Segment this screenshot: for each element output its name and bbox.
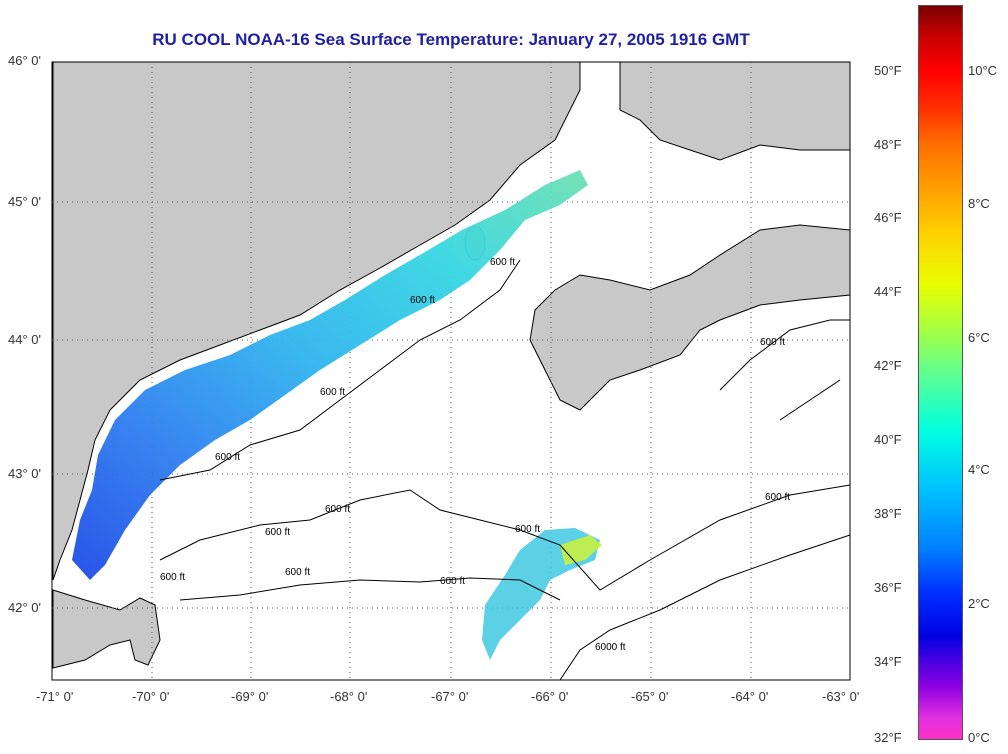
contour-label: 600 ft bbox=[265, 527, 290, 538]
fahrenheit-label: 46°F bbox=[874, 210, 902, 225]
sst-map: 600 ft 600 ft 600 ft 600 ft 600 ft 600 f… bbox=[51, 61, 851, 681]
color-scale-bar bbox=[918, 5, 963, 740]
lat-label: 42° 0' bbox=[8, 600, 41, 615]
contour-labels: 600 ft 600 ft 600 ft 600 ft 600 ft 600 f… bbox=[160, 257, 790, 653]
lon-label: -64° 0' bbox=[731, 689, 769, 704]
celsius-label: 4°C bbox=[968, 462, 990, 477]
map-title: RU COOL NOAA-16 Sea Surface Temperature:… bbox=[152, 30, 750, 49]
contour-label: 600 ft bbox=[325, 504, 350, 515]
fahrenheit-label: 44°F bbox=[874, 284, 902, 299]
contour-label: 600 ft bbox=[320, 387, 345, 398]
lat-label: 45° 0' bbox=[8, 194, 41, 209]
lon-label: -68° 0' bbox=[330, 689, 368, 704]
depth-contours bbox=[159, 259, 851, 681]
fahrenheit-label: 40°F bbox=[874, 432, 902, 447]
lon-label: -67° 0' bbox=[431, 689, 469, 704]
contour-label: 600 ft bbox=[760, 337, 785, 348]
sst-coastal-band bbox=[72, 170, 588, 580]
fahrenheit-label: 34°F bbox=[874, 654, 902, 669]
lon-label: -66° 0' bbox=[531, 689, 569, 704]
lat-label: 46° 0' bbox=[8, 53, 41, 68]
contour-label: 600 ft bbox=[160, 572, 185, 583]
lon-label: -65° 0' bbox=[631, 689, 669, 704]
fahrenheit-label: 48°F bbox=[874, 137, 902, 152]
lon-label: -70° 0' bbox=[132, 689, 170, 704]
lon-label: -63° 0' bbox=[822, 689, 860, 704]
contour-label: 600 ft bbox=[515, 524, 540, 535]
contour-label: 600 ft bbox=[765, 492, 790, 503]
land-nova-scotia bbox=[529, 224, 851, 411]
fahrenheit-label: 32°F bbox=[874, 730, 902, 745]
celsius-label: 0°C bbox=[968, 730, 990, 745]
contour-label: 600 ft bbox=[490, 257, 515, 268]
deep-contour-label: 6000 ft bbox=[595, 642, 626, 653]
lat-label: 43° 0' bbox=[8, 466, 41, 481]
fahrenheit-label: 50°F bbox=[874, 63, 902, 78]
celsius-label: 6°C bbox=[968, 330, 990, 345]
lat-label: 44° 0' bbox=[8, 332, 41, 347]
contour-label: 600 ft bbox=[410, 295, 435, 306]
fahrenheit-label: 38°F bbox=[874, 506, 902, 521]
contour-label: 600 ft bbox=[285, 567, 310, 578]
lon-label: -69° 0' bbox=[231, 689, 269, 704]
contour-label: 600 ft bbox=[440, 576, 465, 587]
celsius-label: 8°C bbox=[968, 196, 990, 211]
land-new-england bbox=[52, 61, 581, 581]
celsius-label: 2°C bbox=[968, 596, 990, 611]
contour-label: 600 ft bbox=[215, 452, 240, 463]
celsius-label: 10°C bbox=[968, 63, 998, 78]
lon-label: -71° 0' bbox=[36, 689, 74, 704]
land-cape-cod bbox=[52, 589, 161, 669]
fahrenheit-label: 36°F bbox=[874, 580, 902, 595]
fahrenheit-label: 42°F bbox=[874, 358, 902, 373]
land-northeast bbox=[619, 61, 851, 161]
